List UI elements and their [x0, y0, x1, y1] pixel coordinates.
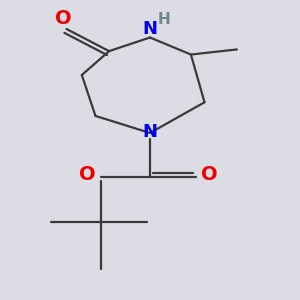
Text: O: O — [79, 165, 96, 184]
Text: O: O — [55, 9, 71, 28]
Text: N: N — [142, 20, 158, 38]
Text: H: H — [157, 12, 170, 27]
Text: O: O — [201, 165, 217, 184]
Text: N: N — [142, 123, 158, 141]
